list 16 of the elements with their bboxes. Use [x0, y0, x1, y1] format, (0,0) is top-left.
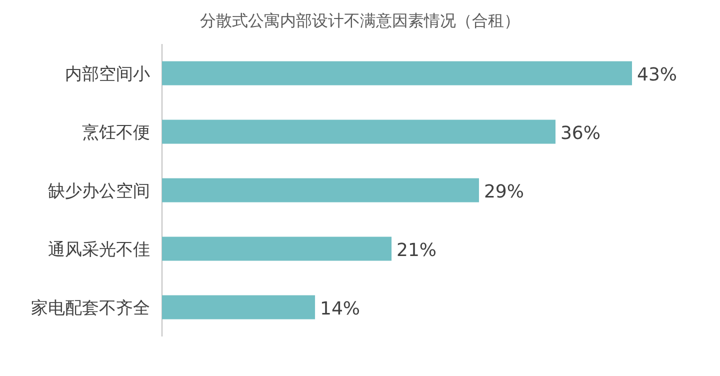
y-tick-label: 通风采光不佳 [48, 240, 150, 260]
chart-title: 分散式公寓内部设计不满意因素情况（合租） [200, 11, 520, 30]
bar [162, 295, 316, 320]
data-label: 36% [560, 122, 601, 144]
data-label: 29% [484, 181, 524, 202]
y-tick-label: 缺少办公空间 [48, 181, 150, 202]
y-tick-label: 内部空间小 [65, 64, 150, 84]
bar [162, 178, 479, 202]
y-tick-label: 烹饪不便 [82, 122, 150, 143]
data-label: 43% [637, 64, 678, 86]
data-label: 21% [396, 240, 437, 261]
y-tick-label: 家电配套不齐全 [31, 298, 150, 318]
bar [162, 236, 392, 261]
data-label: 14% [320, 298, 360, 320]
bar [162, 120, 556, 144]
bar [162, 61, 632, 86]
